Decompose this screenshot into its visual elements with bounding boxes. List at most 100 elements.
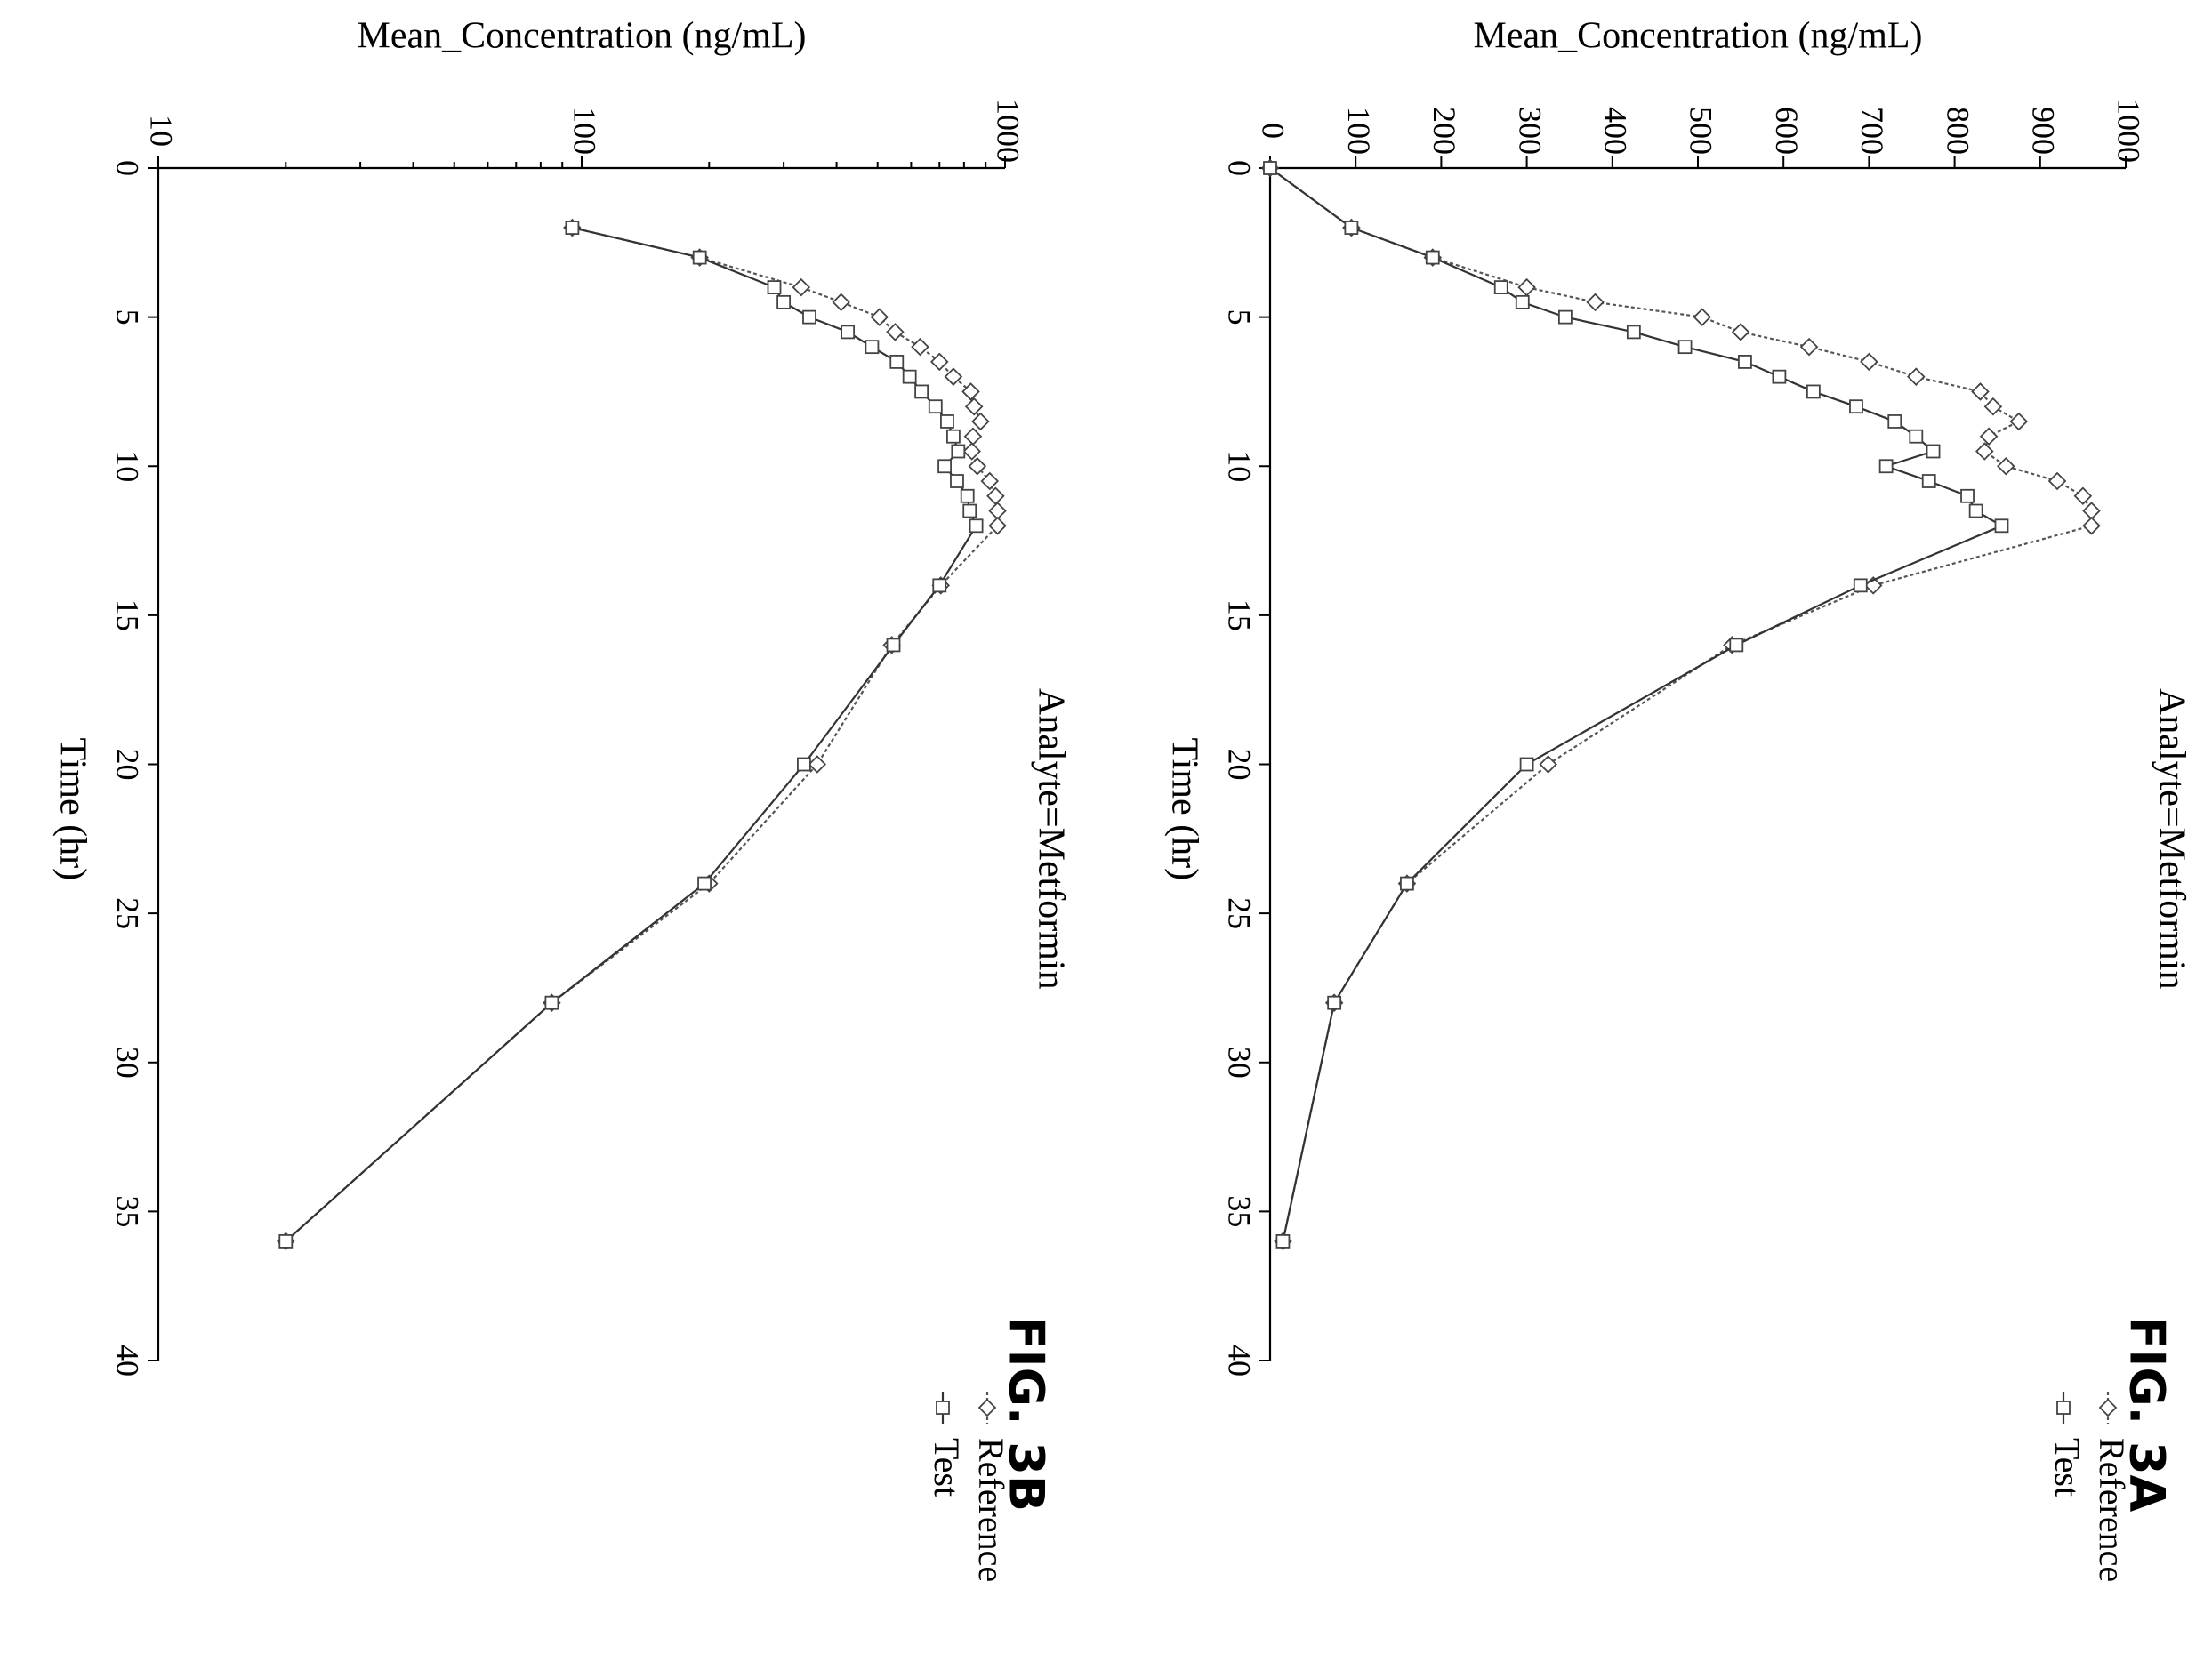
data-point-test bbox=[776, 294, 792, 309]
time-tick-label: 0 bbox=[110, 160, 146, 176]
data-point-reference bbox=[961, 382, 980, 401]
data-point-test bbox=[865, 340, 880, 355]
data-point-test bbox=[902, 369, 917, 384]
data-point-test bbox=[1994, 518, 2009, 534]
series-reference bbox=[1260, 158, 2101, 1251]
data-point-reference bbox=[808, 755, 827, 774]
time-tick-label: 20 bbox=[1222, 749, 1258, 781]
time-tick-label: 15 bbox=[1222, 599, 1258, 631]
data-point-test bbox=[1887, 414, 1902, 429]
data-point-test bbox=[278, 1234, 294, 1249]
data-point-test bbox=[797, 757, 811, 772]
data-point-test bbox=[1806, 384, 1821, 399]
concentration-tick-label: 10 bbox=[144, 115, 180, 147]
concentration-tick-label: 800 bbox=[1940, 107, 1975, 155]
legend-marker-test bbox=[936, 1401, 950, 1415]
concentration-tick-label: 200 bbox=[1427, 107, 1462, 155]
data-point-reference bbox=[968, 456, 987, 476]
data-point-reference bbox=[886, 323, 905, 341]
data-point-reference bbox=[1693, 308, 1712, 326]
data-point-test bbox=[1849, 399, 1863, 414]
data-point-reference bbox=[1907, 367, 1926, 386]
series-line-test bbox=[285, 226, 977, 1242]
data-point-test bbox=[1400, 876, 1414, 891]
data-point-reference bbox=[964, 397, 984, 416]
data-point-reference bbox=[962, 442, 981, 461]
data-point-reference bbox=[944, 367, 963, 386]
data-point-test bbox=[692, 250, 707, 265]
time-tick-label: 0 bbox=[1222, 160, 1258, 176]
time-tick-label: 10 bbox=[1222, 450, 1258, 482]
data-point-reference bbox=[1731, 323, 1750, 341]
time-tick-label: 30 bbox=[110, 1047, 146, 1079]
data-point-reference bbox=[1979, 427, 1999, 446]
data-point-reference bbox=[792, 277, 811, 297]
legend-marker-reference bbox=[2098, 1398, 2118, 1417]
legend-marker-reference bbox=[977, 1398, 997, 1417]
time-tick-label: 20 bbox=[110, 749, 146, 781]
figure-label: FIG. 3B bbox=[998, 1317, 1054, 1512]
data-point-reference bbox=[2082, 517, 2101, 535]
data-point-test bbox=[1515, 294, 1530, 309]
data-point-test bbox=[1729, 638, 1744, 653]
time-axis-title: Time (hr) bbox=[1163, 737, 1204, 880]
legend-label-test: Test bbox=[2047, 1438, 2087, 1497]
data-point-test bbox=[951, 444, 966, 459]
concentration-tick-label: 500 bbox=[1684, 107, 1719, 155]
concentration-tick-label: 300 bbox=[1512, 107, 1548, 155]
time-tick-label: 40 bbox=[1222, 1345, 1258, 1377]
data-point-test bbox=[1493, 280, 1508, 295]
time-tick-label: 35 bbox=[110, 1195, 146, 1227]
data-point-reference bbox=[911, 337, 929, 357]
time-axis-title: Time (hr) bbox=[52, 737, 93, 880]
legend-marker-test bbox=[2056, 1401, 2071, 1415]
concentration-tick-label: 0 bbox=[1256, 123, 1291, 139]
data-point-test bbox=[932, 578, 947, 593]
concentration-tick-label: 1000 bbox=[2111, 99, 2147, 163]
data-point-test bbox=[1344, 221, 1359, 235]
concentration-tick-label: 700 bbox=[1854, 107, 1890, 155]
time-tick-label: 35 bbox=[1222, 1195, 1258, 1227]
data-point-reference bbox=[832, 293, 850, 312]
concentration-tick-label: 100 bbox=[567, 107, 603, 155]
data-point-test bbox=[886, 638, 901, 653]
time-tick-label: 10 bbox=[110, 450, 146, 482]
data-point-test bbox=[950, 474, 964, 488]
data-point-test bbox=[1425, 250, 1440, 265]
series-line-test bbox=[1269, 167, 2004, 1242]
concentration-tick-label: 400 bbox=[1598, 107, 1634, 155]
data-point-test bbox=[1327, 995, 1342, 1010]
data-point-test bbox=[1557, 309, 1573, 325]
legend-label-test: Test bbox=[927, 1438, 967, 1497]
time-tick-label: 30 bbox=[1222, 1047, 1258, 1079]
series-reference bbox=[277, 218, 1007, 1251]
time-tick-label: 40 bbox=[110, 1345, 146, 1377]
concentration-axis-title: Mean_Concentration (ng/mL) bbox=[1473, 16, 1922, 57]
legend-label-reference: Reference bbox=[971, 1438, 1011, 1582]
data-point-test bbox=[928, 399, 943, 414]
series-line-reference bbox=[1269, 167, 2093, 1242]
data-point-reference bbox=[1517, 277, 1536, 297]
data-point-reference bbox=[1971, 382, 1990, 401]
data-point-test bbox=[1968, 503, 1983, 518]
data-point-reference bbox=[986, 486, 1005, 506]
time-tick-label: 15 bbox=[110, 599, 146, 631]
data-point-test bbox=[1738, 355, 1752, 369]
data-point-test bbox=[565, 221, 580, 235]
data-point-test bbox=[937, 459, 952, 474]
data-point-reference bbox=[2073, 486, 2093, 506]
chart-panel-3b: 0 5 10 15 20 25 30 35 40 10 100 1000 Mean_Concentrat… bbox=[52, 16, 1071, 1582]
data-point-test bbox=[1275, 1234, 1291, 1249]
concentration-tick-label: 100 bbox=[1341, 107, 1377, 155]
time-tick-label: 25 bbox=[110, 897, 146, 929]
analyte-annotation: Analyte=Metformin bbox=[1030, 688, 1071, 990]
legend-label-reference: Reference bbox=[2092, 1438, 2132, 1582]
data-point-test bbox=[767, 280, 782, 295]
data-point-test bbox=[802, 309, 816, 325]
data-point-reference bbox=[870, 308, 889, 326]
time-tick-label: 25 bbox=[1222, 897, 1258, 929]
